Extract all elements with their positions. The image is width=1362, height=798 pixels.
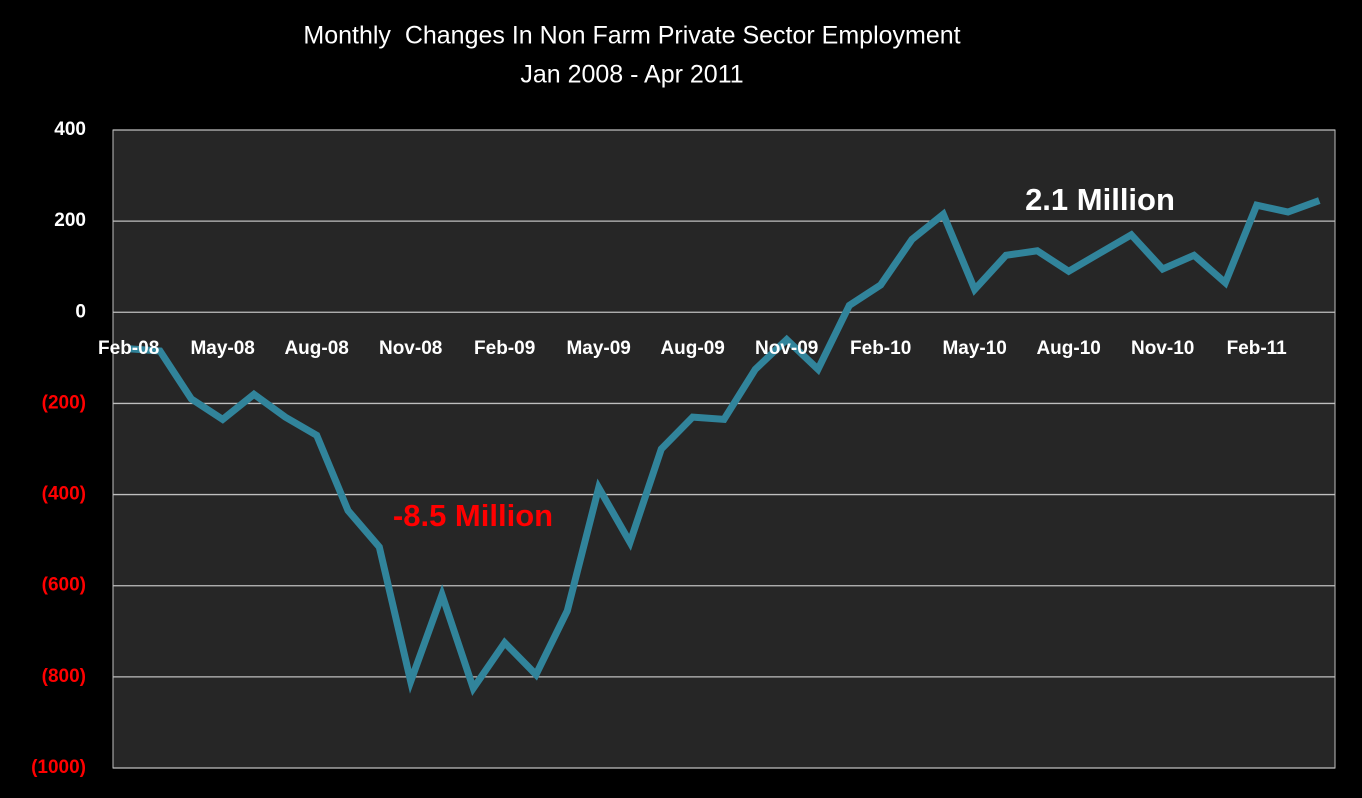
x-tick-label: Aug-10 [1036, 338, 1100, 359]
x-tick-label: Nov-08 [379, 338, 442, 359]
x-tick-label: Feb-08 [98, 338, 159, 359]
y-tick-label: (400) [42, 484, 86, 505]
line-series [128, 197, 1321, 697]
plot-area [112, 129, 1336, 769]
y-tick-label: (200) [42, 392, 86, 413]
chart-title: Monthly Changes In Non Farm Private Sect… [303, 22, 960, 50]
annotation: -8.5 Million [393, 498, 553, 533]
y-tick-label: 0 [75, 301, 86, 322]
y-tick-label: (800) [42, 666, 86, 687]
x-tick-label: Aug-08 [284, 338, 348, 359]
x-tick-label: May-08 [190, 338, 254, 359]
x-tick-label: Nov-10 [1131, 338, 1194, 359]
x-tick-label: Feb-09 [474, 338, 535, 359]
x-tick-label: Nov-09 [755, 338, 818, 359]
y-tick-label: 200 [54, 210, 86, 231]
y-tick-label: 400 [54, 119, 86, 140]
x-tick-label: May-10 [942, 338, 1006, 359]
annotation: 2.1 Million [1025, 182, 1175, 217]
x-tick-label: Aug-09 [660, 338, 724, 359]
x-tick-label: Feb-11 [1227, 338, 1288, 359]
x-tick-label: Feb-10 [850, 338, 911, 359]
x-tick-label: May-09 [566, 338, 630, 359]
chart-subtitle: Jan 2008 - Apr 2011 [520, 61, 743, 89]
y-tick-label: (1000) [31, 757, 86, 778]
y-tick-label: (600) [42, 575, 86, 596]
